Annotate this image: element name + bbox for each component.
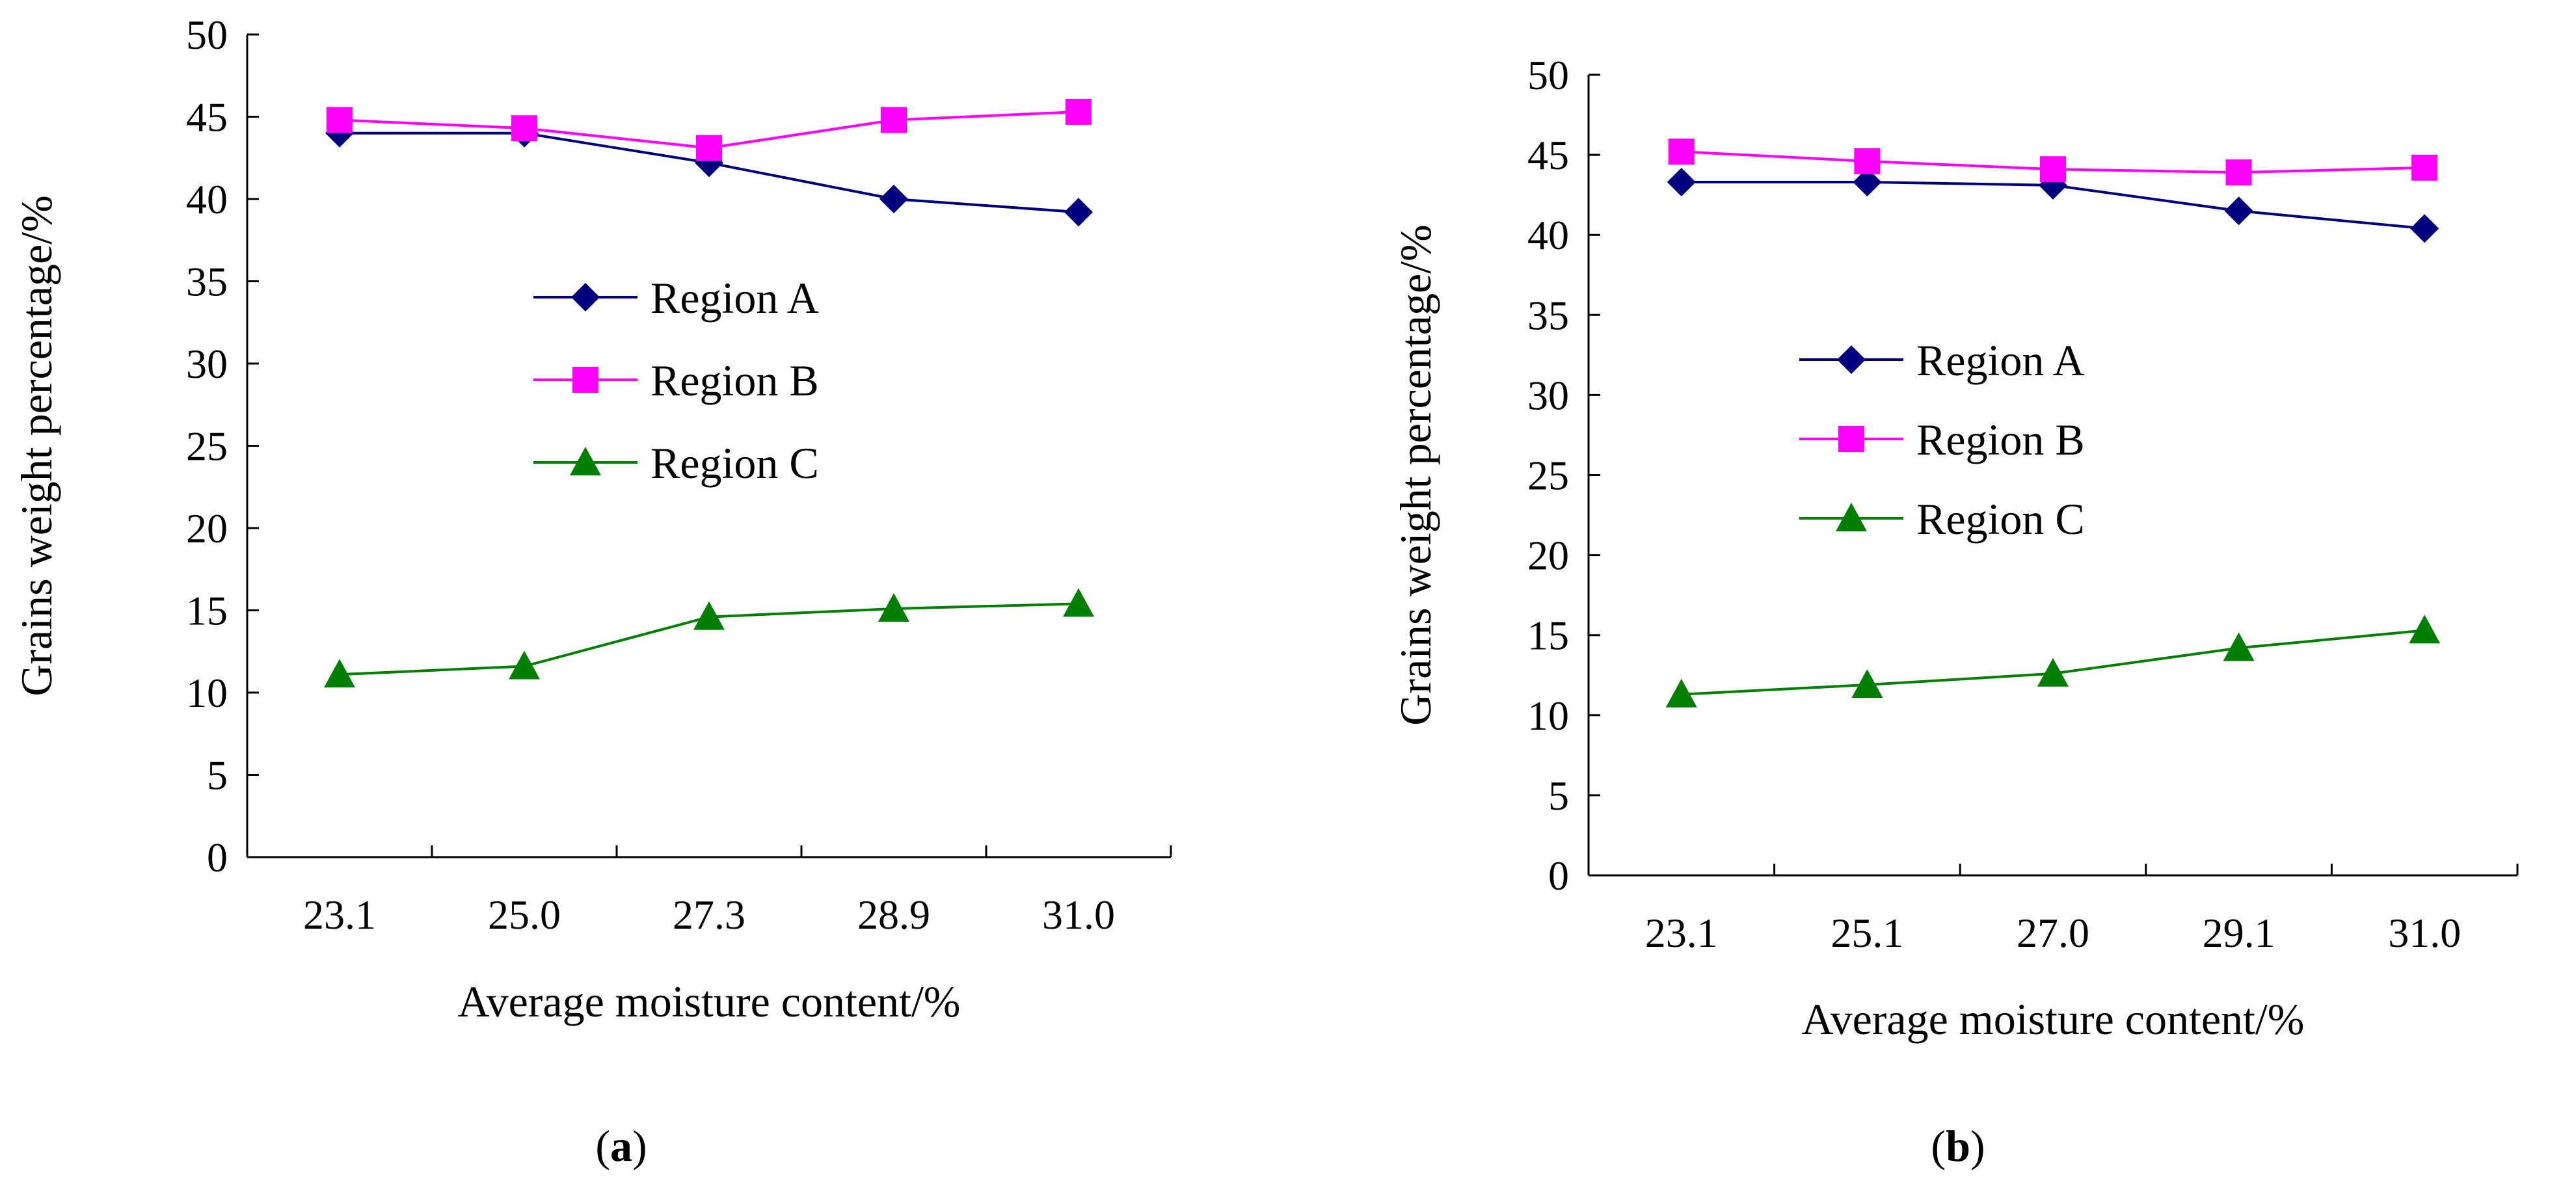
y-tick-label: 10 [186,670,228,716]
x-tick-label: 28.9 [857,892,930,938]
legend-marker [572,367,598,393]
legend-label: Region B [1916,415,2085,464]
data-point-region-b [2411,154,2438,181]
x-tick-label: 23.1 [1645,910,1718,956]
y-tick-label: 50 [1527,52,1569,98]
data-point-region-c [693,601,725,630]
y-tick-label: 45 [1527,132,1569,178]
legend-marker [1836,503,1867,531]
panel-caption-letter: a [610,1121,632,1171]
y-tick-label: 0 [1548,853,1569,899]
data-point-region-b [1854,148,1881,174]
data-point-region-c [2037,657,2069,687]
y-tick-label: 40 [186,176,228,222]
panel-caption: (b) [1931,1121,1985,1171]
x-tick-label: 31.0 [2388,910,2461,956]
chart-panel-a: 0 5 10 15 20 25 30 35 40 45 50 23.1 25.0 27.3 28.9 31.0… [12,12,1172,1171]
legend: Region A Region B Region C [533,273,819,488]
data-point-region-c [509,650,540,680]
legend-label: Region A [651,273,819,323]
data-point-region-a [1853,167,1882,196]
y-tick-label: 5 [1548,773,1569,819]
y-tick-label: 0 [207,834,228,881]
y-tick-label: 25 [186,423,228,470]
x-tick-label: 25.1 [1831,910,1903,956]
data-point-region-a [1064,198,1093,227]
y-tick-label: 15 [1527,613,1569,659]
x-tick-label: 23.1 [303,892,376,938]
legend-label: Region A [1916,336,2085,385]
x-axis-title: Average moisture content/% [1802,994,2305,1044]
data-point-region-a [1667,167,1696,196]
panel-caption: (a) [595,1121,647,1171]
y-tick-label: 30 [186,341,228,387]
y-tick-label: 30 [1527,372,1569,418]
data-point-region-c [1851,669,1883,698]
legend-marker [1838,426,1864,452]
y-axis-title: Grains weight percentage/% [1391,224,1440,725]
chart-panel-b: 0 5 10 15 20 25 30 35 40 45 50 23.1 25.1 27.0 29.1 31.0… [1391,52,2519,1171]
x-tick-label: 27.3 [673,892,745,938]
y-tick-label: 20 [186,505,228,551]
data-point-region-a [2224,196,2253,226]
data-point-region-b [696,135,722,161]
data-point-region-c [1665,678,1697,708]
panel-caption-letter: b [1946,1121,1970,1171]
data-point-region-b [511,115,537,142]
y-tick-label: 35 [1527,292,1569,338]
legend-marker [571,283,600,312]
y-axis-title: Grains weight percentage/% [12,195,61,696]
legend: Region A Region B Region C [1799,336,2085,544]
data-point-region-a [879,185,908,213]
data-point-region-c [2223,632,2255,661]
y-tick-label: 45 [186,94,228,140]
y-tick-label: 50 [186,12,228,58]
data-point-region-b [2040,156,2066,183]
x-axis-title: Average moisture content/% [458,977,961,1026]
y-tick-label: 10 [1527,693,1569,739]
y-tick-label: 25 [1527,453,1569,499]
data-point-region-a [2410,214,2439,243]
y-tick-label: 35 [186,259,228,305]
x-tick-label: 25.0 [488,892,561,938]
y-tick-label: 20 [1527,533,1569,579]
data-point-region-c [324,659,355,688]
legend-label: Region C [651,438,819,488]
data-point-region-b [327,107,353,133]
data-point-region-c [878,592,909,622]
legend-label: Region B [651,356,819,405]
y-tick-label: 15 [186,588,228,634]
x-tick-label: 29.1 [2203,910,2275,956]
legend-marker [570,447,601,475]
y-tick-label: 40 [1527,212,1569,258]
data-point-region-c [1063,588,1094,617]
x-tick-label: 31.0 [1042,892,1115,938]
y-tick-label: 5 [207,752,228,799]
data-point-region-b [1668,139,1695,165]
data-point-region-b [881,107,907,133]
legend-label: Region C [1916,494,2085,544]
data-point-region-b [1066,98,1092,125]
data-point-region-b [2225,159,2252,186]
x-tick-label: 27.0 [2017,910,2089,956]
data-point-region-c [2409,615,2441,644]
legend-marker [1837,345,1866,374]
